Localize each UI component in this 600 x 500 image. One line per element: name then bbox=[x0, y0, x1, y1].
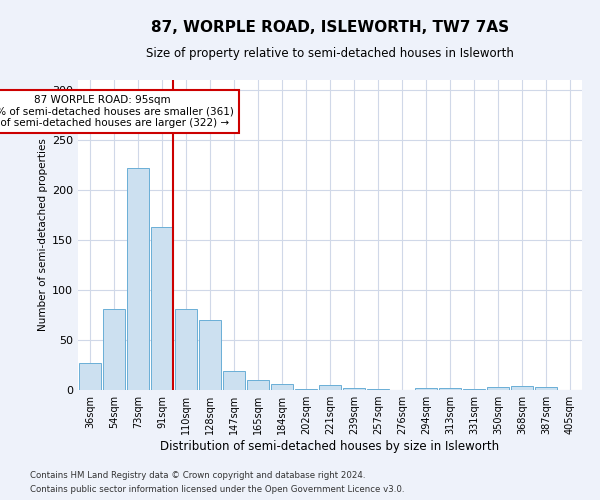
Bar bbox=[151, 227, 173, 390]
Bar bbox=[223, 371, 245, 390]
Bar bbox=[367, 389, 389, 390]
Bar bbox=[439, 388, 461, 390]
Bar bbox=[79, 363, 101, 390]
Bar bbox=[487, 387, 509, 390]
Bar bbox=[535, 387, 557, 390]
Bar bbox=[271, 384, 293, 390]
Bar bbox=[127, 168, 149, 390]
Bar bbox=[511, 386, 533, 390]
Y-axis label: Number of semi-detached properties: Number of semi-detached properties bbox=[38, 138, 48, 332]
Text: 87 WORPLE ROAD: 95sqm
← 52% of semi-detached houses are smaller (361)
47% of sem: 87 WORPLE ROAD: 95sqm ← 52% of semi-deta… bbox=[0, 95, 233, 128]
Bar bbox=[295, 389, 317, 390]
Bar bbox=[103, 309, 125, 390]
Bar bbox=[199, 320, 221, 390]
Text: Size of property relative to semi-detached houses in Isleworth: Size of property relative to semi-detach… bbox=[146, 47, 514, 60]
Bar bbox=[415, 388, 437, 390]
Bar bbox=[247, 380, 269, 390]
Bar bbox=[463, 389, 485, 390]
Bar bbox=[343, 388, 365, 390]
Text: Contains HM Land Registry data © Crown copyright and database right 2024.: Contains HM Land Registry data © Crown c… bbox=[30, 470, 365, 480]
Bar bbox=[175, 309, 197, 390]
Text: Contains public sector information licensed under the Open Government Licence v3: Contains public sector information licen… bbox=[30, 486, 404, 494]
Bar bbox=[319, 385, 341, 390]
Text: 87, WORPLE ROAD, ISLEWORTH, TW7 7AS: 87, WORPLE ROAD, ISLEWORTH, TW7 7AS bbox=[151, 20, 509, 35]
X-axis label: Distribution of semi-detached houses by size in Isleworth: Distribution of semi-detached houses by … bbox=[160, 440, 500, 453]
